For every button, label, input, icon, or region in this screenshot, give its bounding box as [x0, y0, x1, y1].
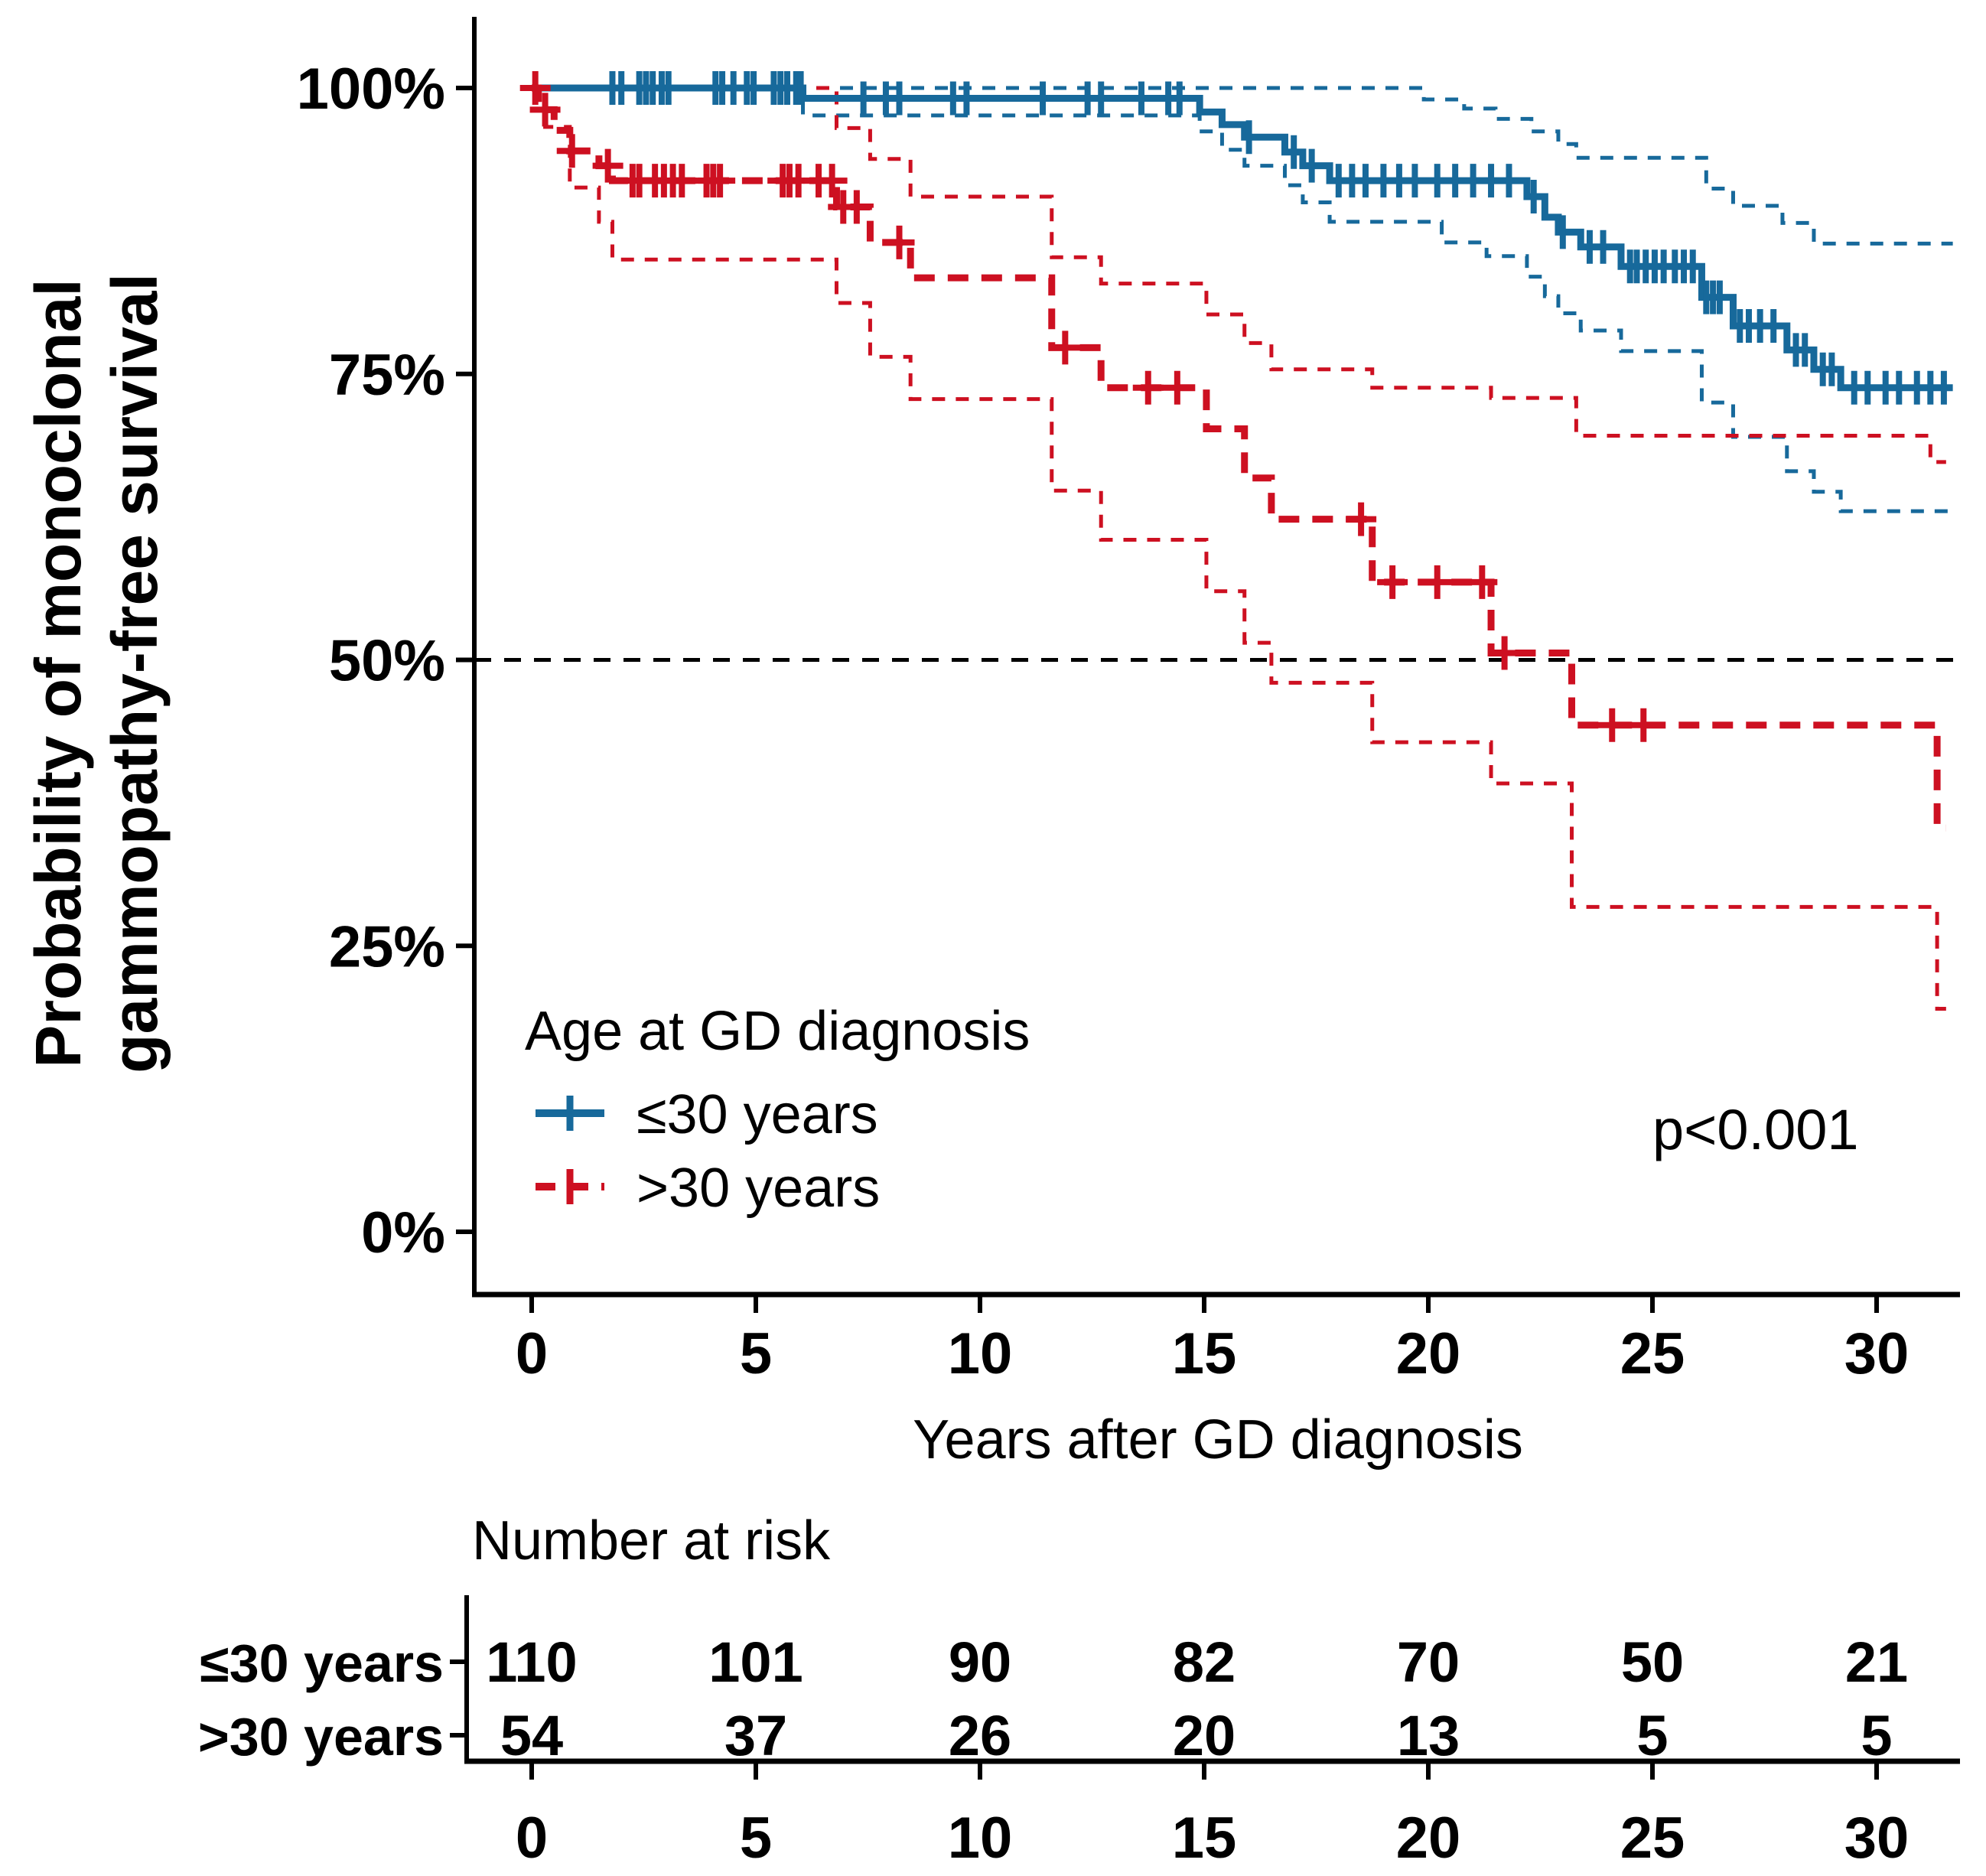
ci-curve-gt30-ci_lower	[532, 86, 1946, 1011]
risk-count: 110	[486, 1630, 577, 1694]
legend-label-le30: ≤30 years	[636, 1084, 878, 1145]
risk-table-tick-label: 30	[1844, 1806, 1909, 1871]
x-tick-label: 20	[1396, 1321, 1461, 1386]
risk-table-counts: 110 101 90 82 70 50 21 54 37 26 20 13 5 5	[486, 1630, 1908, 1767]
risk-count: 54	[500, 1704, 563, 1767]
risk-table-row-label: >30 years	[198, 1707, 444, 1767]
y-tick-label: 25%	[329, 914, 445, 979]
x-tick-label: 5	[740, 1321, 772, 1386]
x-tick-label: 0	[516, 1321, 548, 1386]
y-tick-label: 75%	[329, 343, 445, 408]
risk-table-title: Number at risk	[472, 1510, 831, 1571]
x-tick-label: 10	[948, 1321, 1013, 1386]
censor-marks	[519, 71, 1947, 742]
p-value: p<0.001	[1652, 1098, 1859, 1161]
risk-count: 82	[1173, 1630, 1236, 1694]
risk-count: 5	[1636, 1704, 1668, 1767]
risk-table-axis: 0 5 10 15 20 25 30	[516, 1761, 1909, 1871]
risk-table-tick-label: 5	[740, 1806, 772, 1871]
risk-table-tick-label: 20	[1396, 1806, 1461, 1871]
risk-table-tick-label: 0	[516, 1806, 548, 1871]
risk-count: 37	[724, 1704, 787, 1767]
risk-count: 20	[1173, 1704, 1236, 1767]
y-tick-labels: 100% 75% 50% 25% 0%	[297, 57, 445, 1265]
x-axis-title: Years after GD diagnosis	[913, 1409, 1523, 1471]
risk-table-row-label: ≤30 years	[200, 1633, 444, 1693]
risk-count: 5	[1861, 1704, 1892, 1767]
x-tick-label: 25	[1620, 1321, 1685, 1386]
km-curve-le30	[532, 84, 1953, 392]
confidence-interval-curves	[532, 86, 1953, 1011]
y-axis-title-line1: Probability of monoclonal	[22, 278, 94, 1067]
risk-count: 50	[1621, 1630, 1684, 1694]
legend-title: Age at GD diagnosis	[525, 1001, 1030, 1062]
y-tick-label: 100%	[297, 57, 445, 122]
legend-item-gt30: >30 years	[536, 1158, 880, 1219]
legend-label-gt30: >30 years	[636, 1158, 880, 1219]
survival-curves	[532, 84, 1953, 832]
risk-table: Number at risk ≤30 years>30 years 110 101…	[198, 1510, 1960, 1871]
risk-count: 21	[1845, 1630, 1908, 1694]
plot-axes	[456, 17, 1960, 1313]
legend: Age at GD diagnosis ≤30 years >30 years	[525, 1001, 1030, 1219]
ci-curve-le30-ci_upper	[532, 86, 1953, 246]
ci-curve-le30-ci_lower	[532, 86, 1953, 513]
risk-count: 26	[949, 1704, 1011, 1767]
risk-table-frame	[450, 1595, 1960, 1764]
y-tick-label: 0%	[361, 1200, 445, 1265]
y-tick-label: 50%	[329, 629, 445, 694]
y-axis-title-line2: gammopathy-free survival	[99, 273, 171, 1073]
x-tick-labels: 0 5 10 15 20 25 30	[516, 1321, 1909, 1386]
x-tick-label: 30	[1844, 1321, 1909, 1386]
risk-table-row-labels: ≤30 years >30 years	[198, 1633, 444, 1767]
risk-count: 13	[1397, 1704, 1460, 1767]
risk-count: 90	[949, 1630, 1011, 1694]
risk-count: 70	[1397, 1630, 1460, 1694]
x-tick-label: 15	[1172, 1321, 1237, 1386]
risk-table-tick-label: 15	[1172, 1806, 1237, 1871]
risk-table-tick-label: 10	[948, 1806, 1013, 1871]
risk-count: 101	[708, 1630, 803, 1694]
risk-table-tick-label: 25	[1620, 1806, 1685, 1871]
ci-curve-gt30-ci_upper	[532, 86, 1946, 464]
legend-item-le30: ≤30 years	[536, 1084, 878, 1145]
